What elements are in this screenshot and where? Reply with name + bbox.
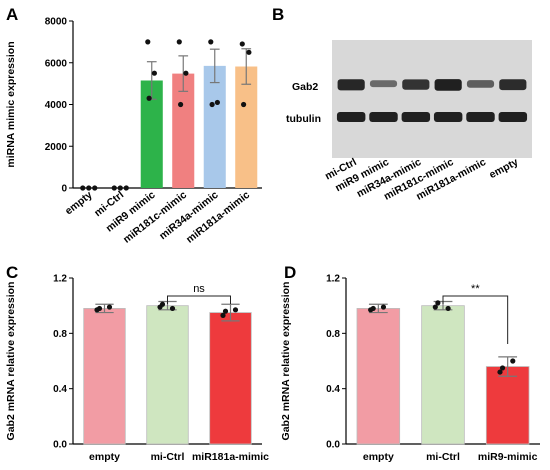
data-point xyxy=(214,99,220,106)
data-point xyxy=(106,304,113,310)
data-point xyxy=(432,304,438,310)
panel-label-b: B xyxy=(272,5,284,24)
data-point xyxy=(111,185,117,191)
band-tubulin xyxy=(433,112,463,122)
data-point xyxy=(232,307,239,313)
bar xyxy=(140,80,163,188)
data-point xyxy=(370,305,376,312)
data-point xyxy=(246,49,252,55)
band-gab2 xyxy=(499,79,527,91)
y-tick-label: 1.2 xyxy=(53,274,67,285)
significance-label: ns xyxy=(193,283,205,295)
data-point xyxy=(86,185,92,191)
y-tick-label: 0 xyxy=(61,184,67,195)
panel-label-a: A xyxy=(6,5,18,24)
y-tick-label: 0.8 xyxy=(53,329,67,340)
y-tick-label: 2000 xyxy=(45,142,68,153)
significance-bracket xyxy=(167,295,231,304)
data-point xyxy=(497,369,503,375)
bar xyxy=(356,308,401,445)
category-label: miR181a-mimic xyxy=(192,451,269,463)
bar xyxy=(203,65,226,188)
bar xyxy=(235,66,258,188)
data-point xyxy=(445,305,451,312)
band-gab2 xyxy=(337,79,365,91)
y-tick-label: 4000 xyxy=(45,100,68,111)
data-point xyxy=(146,95,152,101)
panel-label-c: C xyxy=(6,263,18,282)
bar xyxy=(83,308,126,445)
band-gab2 xyxy=(369,80,398,88)
data-point xyxy=(145,39,151,45)
y-axis-title: Gab2 mRNA relative expression xyxy=(5,282,17,441)
bar xyxy=(146,305,189,445)
data-point xyxy=(176,39,182,45)
data-point xyxy=(80,185,86,191)
chart-d: 0.0 0.4 0.8 1.2 Gab2 mRNA relative expressio… xyxy=(280,274,540,463)
y-tick-label: 1.2 xyxy=(326,274,340,285)
bar xyxy=(209,312,252,445)
blot-lane-label: empty xyxy=(487,156,520,181)
blot-membrane xyxy=(332,40,532,158)
data-point xyxy=(499,365,506,371)
blot-row-label-gab2: Gab2 xyxy=(292,81,318,93)
bar xyxy=(421,305,465,445)
y-axis-title: miRNA mimic expression xyxy=(5,41,17,167)
data-point xyxy=(510,358,516,364)
band-tubulin xyxy=(369,112,398,122)
data-point xyxy=(208,39,214,45)
band-tubulin xyxy=(401,112,431,122)
data-point xyxy=(239,41,245,47)
band-gab2 xyxy=(466,80,495,88)
category-label: empty xyxy=(89,451,120,463)
y-tick-label: 8000 xyxy=(45,17,68,28)
data-point xyxy=(169,305,176,312)
band-gab2 xyxy=(402,79,430,90)
data-point xyxy=(117,185,123,191)
y-tick-label: 6000 xyxy=(45,58,68,69)
significance-bracket xyxy=(442,295,509,344)
data-point xyxy=(220,312,226,318)
y-tick-label: 0.4 xyxy=(326,384,340,395)
y-tick-label: 0.8 xyxy=(326,329,340,340)
data-point xyxy=(209,101,215,108)
data-point xyxy=(183,70,189,76)
chart-c: 0.0 0.4 0.8 1.2 Gab2 mRNA relative expressio… xyxy=(5,274,269,464)
significance-label: ** xyxy=(471,283,480,295)
data-point xyxy=(241,101,247,108)
band-tubulin xyxy=(498,112,528,122)
y-tick-label: 0.0 xyxy=(326,440,340,451)
data-point xyxy=(92,185,98,191)
category-label: mi-Ctrl xyxy=(426,451,460,463)
blot-row-label-tubulin: tubulin xyxy=(286,113,321,125)
data-point xyxy=(380,304,387,310)
band-tubulin xyxy=(336,112,366,122)
data-point xyxy=(123,185,129,191)
category-label: miR9-mimic xyxy=(478,451,538,463)
panel-label-d: D xyxy=(284,263,296,282)
y-tick-label: 0.0 xyxy=(53,440,67,451)
chart-a: 0 2000 4000 6000 8000 miRNA mimic expression e… xyxy=(5,17,262,246)
data-point xyxy=(435,300,441,306)
band-tubulin xyxy=(466,112,495,122)
data-point xyxy=(178,101,184,108)
data-point xyxy=(151,70,157,76)
category-label: mi-Ctrl xyxy=(151,451,185,463)
band-gab2 xyxy=(434,79,462,91)
y-tick-label: 0.4 xyxy=(53,384,67,395)
category-label: empty xyxy=(63,189,95,218)
data-point xyxy=(159,301,166,307)
bar xyxy=(485,366,530,445)
data-point xyxy=(96,305,103,312)
category-label: empty xyxy=(363,451,394,463)
y-axis-title: Gab2 mRNA relative expression xyxy=(280,282,292,441)
bar xyxy=(172,73,195,188)
data-point xyxy=(222,308,229,314)
